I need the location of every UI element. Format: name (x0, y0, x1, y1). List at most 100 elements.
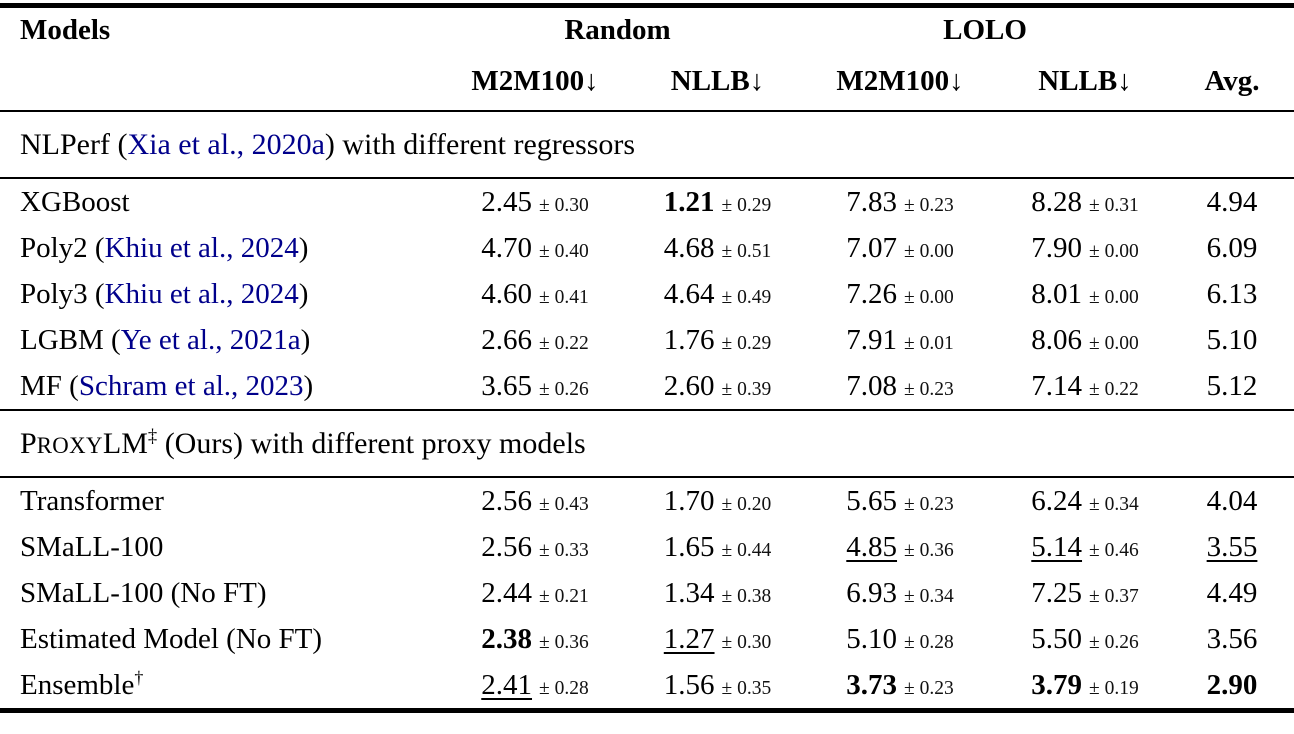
std-dev: ± 0.29 (721, 194, 772, 216)
text-segment: ) (300, 323, 311, 356)
std-dev: ± 0.39 (721, 378, 772, 400)
metric-value: 5.65 (846, 484, 898, 517)
spacer-cell (0, 53, 435, 112)
text-segment: LM (102, 426, 148, 460)
metric-value: 7.91 (846, 323, 898, 356)
std-dev: ± 0.28 (904, 631, 954, 653)
metric-value: 4.64 (663, 277, 715, 310)
spacer-cell (1170, 6, 1294, 54)
citation-link[interactable]: Khiu et al., 2024 (104, 231, 299, 264)
std-dev: ± 0.38 (721, 585, 772, 607)
metric-value: 8.01 (1031, 277, 1083, 310)
column-header-models: Models (20, 14, 111, 46)
text-segment: MF ( (20, 369, 79, 402)
avg-cell: 5.12 (1170, 363, 1294, 410)
metric-cell: 8.28 ± 0.31 (1000, 178, 1170, 225)
model-label: Estimated Model (No FT) (0, 616, 435, 662)
std-dev: ± 0.23 (904, 194, 954, 216)
text-segment: Estimated Model (No FT) (20, 622, 323, 655)
text-segment: NLPerf ( (20, 127, 128, 161)
std-dev: ± 0.22 (539, 332, 589, 354)
std-dev: ± 0.40 (539, 240, 589, 262)
metric-cell: 7.91 ± 0.01 (800, 317, 1000, 363)
metric-cell: 1.56 ± 0.35 (635, 662, 800, 711)
metric-value: 3.65 (481, 369, 533, 402)
metric-value: 1.27 (663, 622, 715, 655)
metric-value: 2.66 (481, 323, 533, 356)
metric-value: 5.10 (846, 622, 898, 655)
metric-cell: 3.65 ± 0.26 (435, 363, 635, 410)
metric-cell: 4.60 ± 0.41 (435, 271, 635, 317)
table-row: SMaLL-100 (No FT) 2.44 ± 0.21 1.34 ± 0.38 6.9… (0, 570, 1294, 616)
metric-cell: 1.27 ± 0.30 (635, 616, 800, 662)
std-dev: ± 0.44 (721, 539, 772, 561)
metric-value: 2.41 (481, 668, 533, 701)
std-dev: ± 0.41 (539, 286, 589, 308)
metric-value: 6.24 (1031, 484, 1083, 517)
avg-cell: 4.49 (1170, 570, 1294, 616)
avg-cell: 3.56 (1170, 616, 1294, 662)
metric-cell: 2.38 ± 0.36 (435, 616, 635, 662)
std-dev: ± 0.34 (904, 585, 954, 607)
metric-cell: 2.41 ± 0.28 (435, 662, 635, 711)
citation-link[interactable]: Ye et al., 2021a (120, 323, 301, 356)
std-dev: ± 0.19 (1089, 677, 1139, 699)
metric-value: 3.55 (1206, 530, 1258, 563)
metric-value: 2.56 (481, 530, 533, 563)
metric-value: 7.25 (1031, 576, 1083, 609)
text-segment: P (20, 426, 37, 460)
column-label: NLLB (1038, 65, 1118, 97)
std-dev: ± 0.00 (1089, 286, 1139, 308)
metric-cell: 2.66 ± 0.22 (435, 317, 635, 363)
metric-cell: 5.10 ± 0.28 (800, 616, 1000, 662)
superscript-marker: † (134, 666, 144, 687)
text-segment: SMaLL-100 (20, 530, 164, 563)
column-label: M2M100 (836, 65, 950, 97)
citation-link[interactable]: Schram et al., 2023 (78, 369, 304, 402)
metric-cell: 8.01 ± 0.00 (1000, 271, 1170, 317)
citation-link[interactable]: Xia et al., 2020a (127, 127, 325, 161)
metric-value: 5.12 (1206, 369, 1258, 402)
metric-cell: 5.50 ± 0.26 (1000, 616, 1170, 662)
column-group-random: Random (564, 14, 671, 46)
table-row: Poly3 (Khiu et al., 2024) 4.60 ± 0.41 4.64 ±… (0, 271, 1294, 317)
metric-cell: 5.65 ± 0.23 (800, 477, 1000, 524)
column-header-avg: Avg. (1170, 53, 1294, 112)
metric-value: 1.65 (663, 530, 715, 563)
avg-cell: 2.90 (1170, 662, 1294, 711)
smallcaps-text: ROXY (36, 432, 103, 458)
metric-value: 4.94 (1206, 185, 1258, 218)
std-dev: ± 0.23 (904, 378, 954, 400)
down-arrow-icon: ↓ (949, 65, 964, 97)
superscript-marker: ‡ (147, 425, 158, 447)
avg-cell: 3.55 (1170, 524, 1294, 570)
down-arrow-icon: ↓ (584, 65, 599, 97)
table-row: XGBoost 2.45 ± 0.30 1.21 ± 0.29 7.83 ± 0.23 8.2… (0, 178, 1294, 225)
std-dev: ± 0.30 (721, 631, 772, 653)
column-header-lolo-m2m100: M2M100↓ (800, 53, 1001, 112)
metric-value: 5.50 (1031, 622, 1083, 655)
std-dev: ± 0.37 (1089, 585, 1139, 607)
std-dev: ± 0.21 (539, 585, 589, 607)
column-label: NLLB (670, 65, 750, 97)
metric-value: 1.76 (663, 323, 715, 356)
table-header: Models Random LOLO M2M100↓ NLLB↓ M2M100↓… (0, 6, 1294, 112)
header-group-row: Models Random LOLO (0, 6, 1294, 54)
metric-value: 7.14 (1031, 369, 1083, 402)
section-header-row: NLPerf (Xia et al., 2020a) with differen… (0, 110, 1294, 179)
metric-value: 8.06 (1031, 323, 1083, 356)
results-table: Models Random LOLO M2M100↓ NLLB↓ M2M100↓… (0, 3, 1294, 713)
metric-cell: 1.21 ± 0.29 (635, 178, 800, 225)
metric-cell: 1.70 ± 0.20 (635, 477, 800, 524)
metric-cell: 2.44 ± 0.21 (435, 570, 635, 616)
std-dev: ± 0.29 (721, 332, 772, 354)
text-segment: Transformer (20, 484, 164, 517)
citation-link[interactable]: Khiu et al., 2024 (104, 277, 299, 310)
metric-value: 5.14 (1031, 530, 1083, 563)
metric-cell: 7.83 ± 0.23 (800, 178, 1000, 225)
std-dev: ± 0.00 (1089, 332, 1139, 354)
text-segment: LGBM ( (20, 323, 121, 356)
metric-value: 4.85 (846, 530, 898, 563)
model-label: SMaLL-100 (0, 524, 435, 570)
metric-value: 7.07 (846, 231, 898, 264)
